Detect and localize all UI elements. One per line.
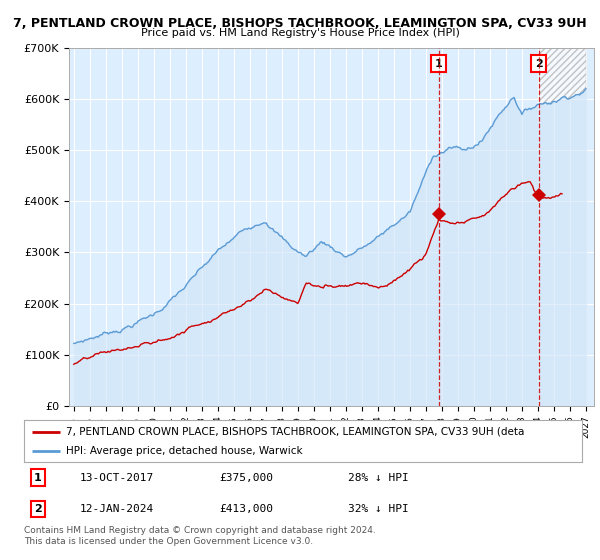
Text: 2: 2 (34, 504, 42, 514)
Text: 28% ↓ HPI: 28% ↓ HPI (347, 473, 409, 483)
Text: 13-OCT-2017: 13-OCT-2017 (80, 473, 154, 483)
Text: HPI: Average price, detached house, Warwick: HPI: Average price, detached house, Warw… (66, 446, 302, 456)
Text: £413,000: £413,000 (220, 504, 273, 514)
Text: £375,000: £375,000 (220, 473, 273, 483)
Text: 2: 2 (535, 59, 542, 69)
Text: 1: 1 (435, 59, 442, 69)
Text: 12-JAN-2024: 12-JAN-2024 (80, 504, 154, 514)
Text: 32% ↓ HPI: 32% ↓ HPI (347, 504, 409, 514)
Text: 7, PENTLAND CROWN PLACE, BISHOPS TACHBROOK, LEAMINGTON SPA, CV33 9UH: 7, PENTLAND CROWN PLACE, BISHOPS TACHBRO… (13, 17, 587, 30)
Text: Price paid vs. HM Land Registry's House Price Index (HPI): Price paid vs. HM Land Registry's House … (140, 28, 460, 38)
Text: 1: 1 (34, 473, 42, 483)
Text: 7, PENTLAND CROWN PLACE, BISHOPS TACHBROOK, LEAMINGTON SPA, CV33 9UH (deta: 7, PENTLAND CROWN PLACE, BISHOPS TACHBRO… (66, 427, 524, 437)
Text: Contains HM Land Registry data © Crown copyright and database right 2024.
This d: Contains HM Land Registry data © Crown c… (24, 526, 376, 546)
